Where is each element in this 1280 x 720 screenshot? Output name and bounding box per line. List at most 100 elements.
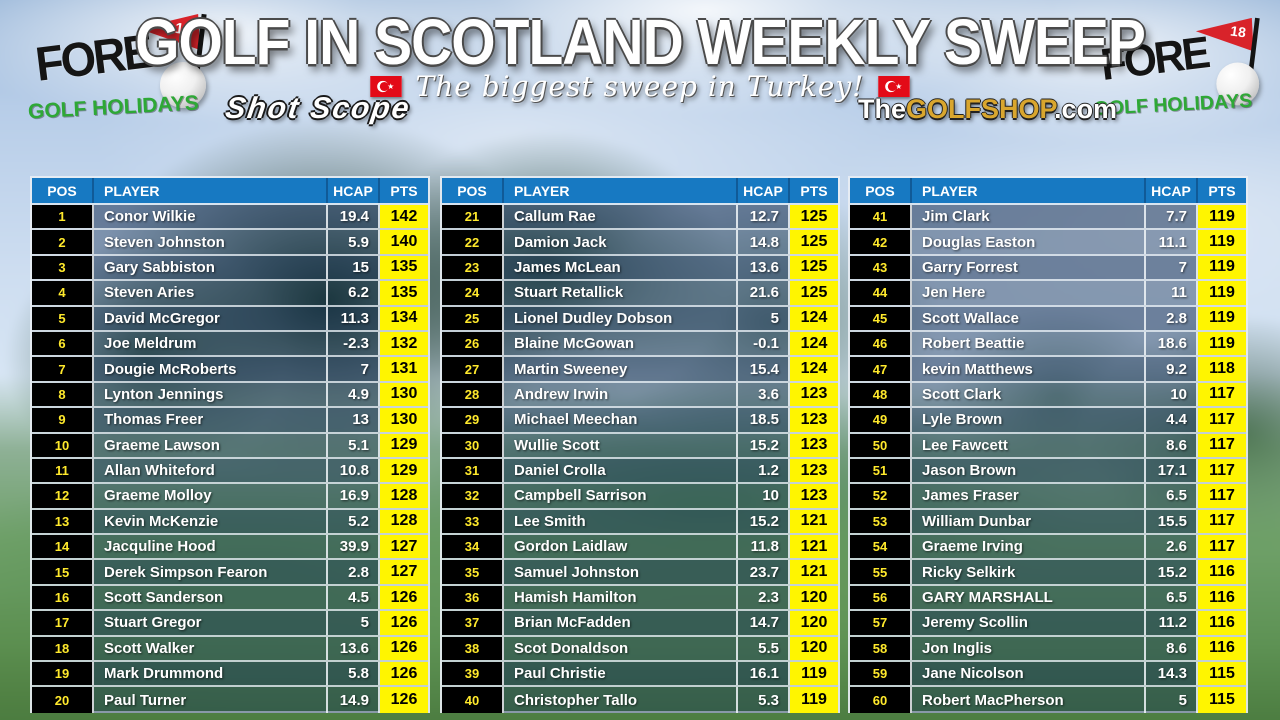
hcap-cell: 19.4 — [328, 205, 380, 229]
table-row: 23 James McLean 13.6 125 — [442, 255, 838, 282]
pos-cell: 34 — [442, 535, 504, 559]
pts-cell: 142 — [380, 205, 428, 229]
hcap-cell: 14.3 — [1146, 662, 1198, 686]
pts-cell: 131 — [380, 357, 428, 381]
hcap-cell: 5.2 — [328, 509, 380, 534]
table-row: 25 Lionel Dudley Dobson 5 124 — [442, 306, 838, 332]
table-row: 15 Derek Simpson Fearon 2.8 127 — [32, 560, 428, 586]
player-cell: Graeme Lawson — [94, 433, 328, 457]
hcap-cell: 8.6 — [1146, 636, 1198, 661]
table-row: 38 Scot Donaldson 5.5 120 — [442, 636, 838, 663]
fore-golf-holidays-logo-right: 18 FORE GOLF HOLIDAYS — [1088, 16, 1280, 128]
player-cell: Christopher Tallo — [504, 687, 738, 713]
player-cell: Jacquline Hood — [94, 535, 328, 559]
column-header-hcap: HCAP — [1146, 178, 1198, 203]
leaderboard-table-2: POS PLAYER HCAP PTS 21 Callum Rae 12.7 125 2… — [440, 176, 840, 713]
hcap-cell: 17.1 — [1146, 458, 1198, 483]
pts-cell: 119 — [1198, 306, 1246, 330]
turkey-flag-icon — [369, 76, 402, 97]
pts-cell: 132 — [380, 331, 428, 356]
pos-cell: 39 — [442, 662, 504, 686]
hcap-cell: 10 — [738, 484, 790, 508]
pos-cell: 31 — [442, 458, 504, 483]
hcap-cell: 5.1 — [328, 433, 380, 457]
player-cell: Martin Sweeney — [504, 357, 738, 381]
player-cell: kevin Matthews — [912, 357, 1146, 381]
table-row: 7 Dougie McRoberts 7 131 — [32, 357, 428, 383]
pos-cell: 4 — [32, 281, 94, 305]
pos-cell: 55 — [850, 560, 912, 584]
table-row: 30 Wullie Scott 15.2 123 — [442, 433, 838, 459]
player-cell: Jason Brown — [912, 458, 1146, 483]
hcap-cell: 5 — [1146, 687, 1198, 713]
pts-cell: 126 — [380, 585, 428, 610]
player-cell: Lee Smith — [504, 509, 738, 534]
hcap-cell: 13.6 — [738, 255, 790, 280]
pos-cell: 3 — [32, 255, 94, 280]
hcap-cell: 11.2 — [1146, 611, 1198, 635]
player-cell: Scott Walker — [94, 636, 328, 661]
player-cell: Wullie Scott — [504, 433, 738, 457]
turkey-flag-icon — [878, 76, 911, 97]
table-row: 21 Callum Rae 12.7 125 — [442, 205, 838, 231]
pos-cell: 1 — [32, 205, 94, 229]
pts-cell: 123 — [790, 484, 838, 508]
pos-cell: 42 — [850, 230, 912, 254]
pts-cell: 121 — [790, 535, 838, 559]
pos-cell: 38 — [442, 636, 504, 661]
player-cell: Scott Clark — [912, 382, 1146, 407]
golfshop-name: GOLFSHOP — [906, 94, 1055, 124]
player-cell: Mark Drummond — [94, 662, 328, 686]
pts-cell: 123 — [790, 382, 838, 407]
pts-cell: 119 — [790, 687, 838, 713]
table-row: 41 Jim Clark 7.7 119 — [850, 205, 1246, 231]
table-row: 51 Jason Brown 17.1 117 — [850, 458, 1246, 485]
fore-golf-holidays-logo-left: 18 FORE GOLF HOLIDAYS — [22, 12, 237, 132]
hcap-cell: 6.5 — [1146, 585, 1198, 610]
pos-cell: 33 — [442, 509, 504, 534]
hcap-cell: 13 — [328, 408, 380, 432]
pts-cell: 127 — [380, 560, 428, 584]
pos-cell: 40 — [442, 687, 504, 713]
player-cell: Michael Meechan — [504, 408, 738, 432]
pos-cell: 59 — [850, 662, 912, 686]
hcap-cell: 4.4 — [1146, 408, 1198, 432]
pts-cell: 115 — [1198, 687, 1246, 713]
leaderboard-table-1: POS PLAYER HCAP PTS 1 Conor Wilkie 19.4 142… — [30, 176, 430, 713]
player-cell: Kevin McKenzie — [94, 509, 328, 534]
pos-cell: 15 — [32, 560, 94, 584]
hcap-cell: 9.2 — [1146, 357, 1198, 381]
pts-cell: 129 — [380, 458, 428, 483]
pts-cell: 124 — [790, 331, 838, 356]
pos-cell: 56 — [850, 585, 912, 610]
pts-cell: 121 — [790, 509, 838, 534]
pos-cell: 51 — [850, 458, 912, 483]
hcap-cell: -0.1 — [738, 331, 790, 356]
player-cell: Paul Turner — [94, 687, 328, 713]
player-cell: Lee Fawcett — [912, 433, 1146, 457]
column-header-pts: PTS — [390, 182, 418, 199]
pts-cell: 126 — [380, 687, 428, 713]
hcap-cell: 15.2 — [738, 509, 790, 534]
table-row: 50 Lee Fawcett 8.6 117 — [850, 433, 1246, 459]
pts-cell: 129 — [380, 433, 428, 457]
pts-cell: 127 — [380, 535, 428, 559]
table-header: POS PLAYER HCAP PTS — [850, 178, 1246, 205]
hcap-cell: 4.9 — [328, 382, 380, 407]
table-row: 52 James Fraser 6.5 117 — [850, 484, 1246, 510]
pos-cell: 46 — [850, 331, 912, 356]
table-row: 13 Kevin McKenzie 5.2 128 — [32, 509, 428, 536]
hcap-cell: 18.6 — [1146, 331, 1198, 356]
pts-cell: 130 — [380, 382, 428, 407]
pos-cell: 22 — [442, 230, 504, 254]
pts-cell: 117 — [1198, 535, 1246, 559]
player-cell: Damion Jack — [504, 230, 738, 254]
pts-cell: 120 — [790, 636, 838, 661]
hcap-cell: 3.6 — [738, 382, 790, 407]
pts-cell: 119 — [1198, 281, 1246, 305]
pts-cell: 123 — [790, 408, 838, 432]
table-row: 45 Scott Wallace 2.8 119 — [850, 306, 1246, 332]
pos-cell: 26 — [442, 331, 504, 356]
pos-cell: 5 — [32, 306, 94, 330]
